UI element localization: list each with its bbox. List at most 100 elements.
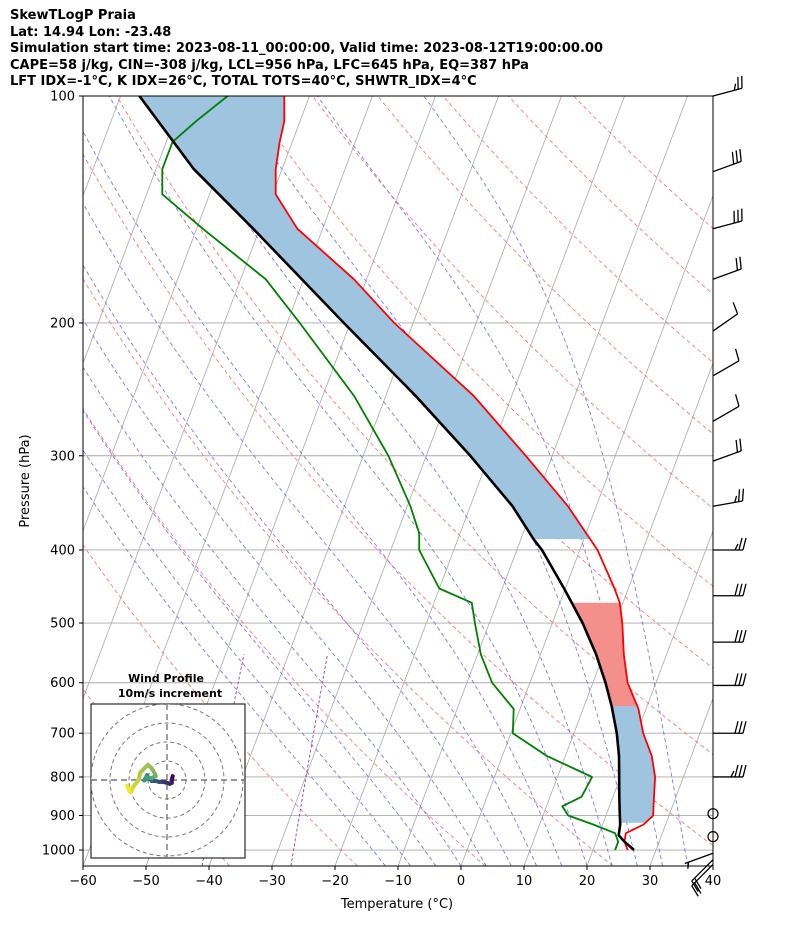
isotherm-line: [83, 96, 184, 365]
stability-indices-2: LFT IDX=-1°C, K IDX=26°C, TOTAL TOTS=40°…: [10, 74, 477, 89]
parcel-line: [138, 96, 635, 851]
hodograph-subtitle: 10m/s increment: [118, 687, 222, 700]
wind-barb: [713, 583, 747, 597]
dry-adiabat-line: [312, 96, 713, 509]
chart-header: SkewTLogP Praia Lat: 14.94 Lon: -23.48 S…: [10, 8, 603, 91]
isotherm-line: [460, 194, 713, 866]
isotherm-line: [712, 864, 713, 866]
wind-barb: [713, 721, 747, 734]
isotherm-line: [208, 96, 499, 866]
x-tick-label: 0: [457, 874, 465, 889]
barb-feather: [742, 673, 747, 686]
wind-barb: [707, 831, 719, 843]
barb-staff: [712, 360, 740, 377]
calm-wind-circle: [707, 831, 719, 843]
hodograph-segment: [125, 783, 131, 793]
wind-barb: [691, 863, 714, 897]
barb-staff: [712, 500, 743, 507]
barb-feather: [734, 543, 739, 551]
barb-staff: [691, 863, 714, 887]
x-tick-label: 10: [516, 874, 533, 889]
x-tick-label: −40: [195, 874, 222, 889]
wind-barb: [712, 438, 742, 462]
moist-adiabat-line: [423, 96, 689, 866]
wind-barb: [712, 394, 740, 422]
barb-staff: [712, 450, 742, 462]
barb-feather: [739, 149, 742, 162]
moist-adiabat-line: [83, 449, 411, 866]
dry-adiabat-line: [508, 96, 713, 295]
x-tick-label: −60: [69, 874, 96, 889]
y-tick-label: 100: [50, 90, 75, 105]
y-axis-label: Pressure (hPa): [18, 434, 33, 527]
barb-feather: [734, 721, 739, 734]
barb-feather: [738, 537, 743, 551]
barb-feather: [730, 770, 735, 778]
barb-feather: [734, 394, 740, 407]
barb-feather: [691, 885, 699, 897]
barb-feather: [694, 882, 702, 894]
barb-feather: [738, 721, 743, 734]
wind-barb: [707, 808, 719, 820]
x-tick-label: −50: [132, 874, 159, 889]
x-tick-label: −20: [321, 874, 348, 889]
barb-feather: [691, 880, 699, 892]
barb-feather: [737, 489, 741, 502]
y-tick-label: 200: [50, 316, 75, 331]
wind-barb: [713, 764, 747, 778]
wind-barb: [712, 488, 745, 507]
barb-feather: [731, 151, 735, 165]
barb-feather: [694, 877, 702, 890]
dewpoint-line: [161, 96, 620, 851]
barb-feather: [732, 302, 739, 315]
wind-barb: [713, 673, 747, 687]
wind-barbs: [684, 75, 747, 897]
barb-feather: [739, 256, 742, 270]
moist-adiabat-line: [83, 486, 386, 866]
x-tick-label: 30: [642, 874, 659, 889]
barb-feather: [734, 673, 739, 686]
barb-feather: [738, 583, 743, 596]
wind-barb: [712, 302, 739, 332]
hodograph-title: Wind Profile: [128, 672, 204, 685]
cape-cin-shading: [139, 96, 655, 823]
cin-area: [571, 602, 638, 707]
chart-title: SkewTLogP Praia: [10, 8, 136, 23]
cape-area: [139, 96, 591, 540]
wind-barb: [713, 629, 747, 643]
hodograph-plot: [91, 704, 245, 858]
barb-staff: [712, 268, 742, 280]
barb-staff: [712, 313, 738, 332]
wind-barb: [691, 859, 714, 892]
moist-adiabat-line: [231, 96, 638, 866]
barb-staff: [691, 859, 714, 882]
barb-staff: [684, 852, 714, 865]
y-tick-label: 900: [50, 809, 75, 824]
barb-feather: [733, 83, 737, 91]
moist-adiabat-line: [108, 96, 588, 866]
barb-feather: [738, 673, 743, 686]
barb-feather: [734, 764, 739, 778]
x-tick-label: 40: [705, 874, 722, 889]
y-tick-label: 700: [50, 727, 75, 742]
x-axis-label: Temperature (°C): [340, 897, 453, 912]
barb-staff: [712, 160, 742, 173]
barb-staff: [712, 87, 743, 97]
moist-adiabat-line: [83, 264, 512, 866]
barb-feather: [741, 488, 745, 502]
sounding-profiles: [138, 96, 656, 851]
wind-barb: [712, 256, 742, 280]
moist-adiabat-line: [83, 130, 563, 866]
barb-feather: [742, 537, 747, 551]
barb-feather: [735, 439, 739, 453]
barb-feather: [742, 764, 747, 778]
dry-adiabat-line: [83, 153, 713, 847]
dry-adiabat-line: [83, 278, 614, 866]
wind-barb: [712, 208, 743, 230]
barb-feather: [734, 348, 740, 361]
wind-barb: [684, 852, 714, 869]
dry-adiabat-line: [573, 96, 713, 230]
barb-feather: [742, 629, 747, 643]
barb-feather: [739, 438, 742, 451]
